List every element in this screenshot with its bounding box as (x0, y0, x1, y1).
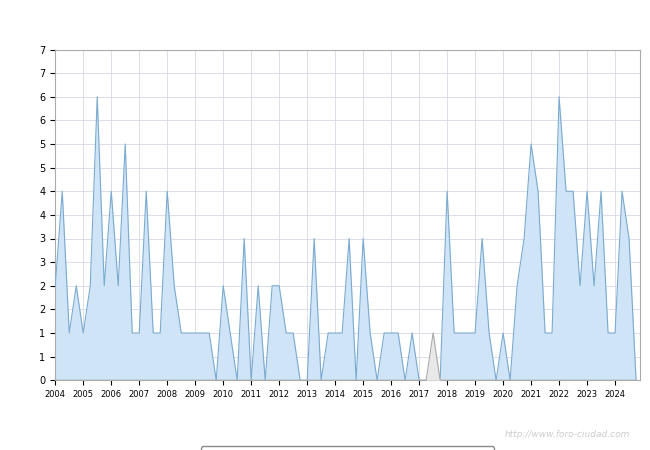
Legend: Viviendas Nuevas, Viviendas Usadas: Viviendas Nuevas, Viviendas Usadas (201, 446, 495, 450)
Text: http://www.foro-ciudad.com: http://www.foro-ciudad.com (505, 430, 630, 439)
Text: Enguídanos - Evolucion del Nº de Transacciones Inmobiliarias: Enguídanos - Evolucion del Nº de Transac… (100, 14, 550, 29)
